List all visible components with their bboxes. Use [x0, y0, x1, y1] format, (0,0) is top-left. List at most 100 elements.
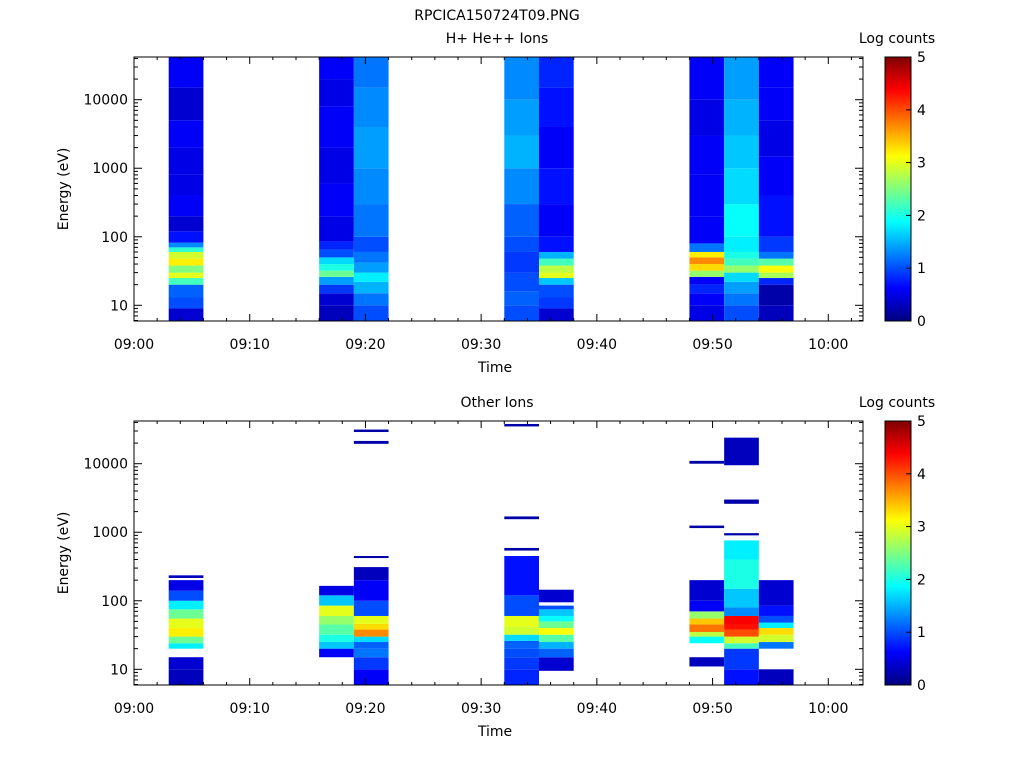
spectrogram-cell [539, 615, 574, 622]
spectrogram-cell [758, 634, 794, 643]
spectrogram-cell [319, 241, 354, 250]
spectrogram-cell [504, 168, 539, 205]
spectrogram-cell [504, 251, 539, 273]
spectrogram-cell [168, 669, 204, 685]
spectrogram-cell [724, 540, 759, 560]
spectrogram-cell [539, 272, 574, 279]
colorbar-tick-label: 2 [917, 208, 926, 224]
y-tick-label: 10 [110, 662, 128, 678]
spectrogram-cell [539, 265, 574, 273]
y-tick-label: 100 [101, 594, 128, 610]
spectrogram-cell [168, 272, 204, 279]
spectrogram-cell [724, 643, 759, 649]
spectrogram-cell [689, 57, 725, 100]
spectrogram-cell [724, 305, 759, 321]
spectrogram-cell [353, 293, 389, 306]
x-tick-label: 09:20 [345, 701, 385, 717]
spectrogram-cell [353, 440, 389, 444]
spectrogram-cell [353, 623, 389, 630]
spectrogram-cell [539, 57, 574, 88]
figure-title: RPCICA150724T09.PNG [414, 8, 579, 24]
spectrogram-cell [168, 147, 204, 175]
spectrogram-cell [758, 622, 794, 629]
spectrogram-cell [724, 669, 759, 685]
spectrogram-cell [168, 216, 204, 232]
spectrogram-cell [758, 605, 794, 616]
colorbar-tick-label: 4 [917, 103, 926, 119]
spectrogram-cell [168, 643, 204, 649]
spectrogram-cell [319, 106, 354, 148]
spectrogram-cell [758, 580, 794, 606]
spectrogram-cell [689, 611, 725, 619]
spectrogram-cell [319, 648, 354, 658]
spectrogram-cell [724, 281, 759, 294]
colorbar: 0 1 2 3 4 5 [884, 414, 926, 694]
spectrogram-cell [504, 626, 539, 635]
spectrogram-cell [319, 293, 354, 306]
x-tick-label: 09:00 [114, 337, 154, 353]
spectrogram-cell [724, 99, 759, 136]
spectrogram-cell [353, 429, 389, 433]
spectrogram-cell [319, 284, 354, 294]
spectrogram-cell [504, 291, 539, 306]
spectrogram-cell [353, 272, 389, 282]
spectrogram-cell [504, 556, 539, 596]
spectrogram-cell [504, 648, 539, 658]
spectrogram-cell [689, 600, 725, 612]
x-tick-label: 09:50 [692, 701, 732, 717]
x-tick-label: 09:10 [230, 337, 270, 353]
spectrogram-cell [724, 168, 759, 205]
spectrogram-cell [689, 618, 725, 625]
colorbar-title: Log counts [859, 395, 935, 411]
spectrogram-cell [319, 624, 354, 635]
spectrogram-cell [353, 281, 389, 294]
x-tick-label: 09:30 [461, 337, 501, 353]
spectrogram-cell [168, 308, 204, 321]
y-tick-label: 10000 [83, 93, 128, 109]
spectrogram-cell [689, 636, 725, 644]
spectrogram-cell [689, 276, 725, 285]
spectrogram-cell [539, 642, 574, 649]
spectrogram-cell [724, 624, 759, 630]
spectrogram-cell [689, 174, 725, 217]
spectrogram-cell [539, 278, 574, 285]
spectrogram-cell [724, 533, 759, 536]
spectrogram-cell [319, 264, 354, 271]
spectrogram-cell [168, 251, 204, 259]
spectrogram-cell [724, 615, 759, 625]
spectrogram-cell [353, 580, 389, 601]
spectrogram-cell [319, 57, 354, 80]
spectrogram-cell [168, 87, 204, 121]
spectrogram-cell [168, 265, 204, 273]
panel-title: H+ He++ Ions [446, 31, 549, 47]
spectrogram-cell [319, 249, 354, 258]
x-tick-label: 09:20 [345, 337, 385, 353]
spectrogram-cell [724, 588, 759, 608]
spectrogram-cell [504, 516, 539, 520]
spectrogram-cell [724, 204, 759, 237]
spectrogram-cell [353, 636, 389, 643]
spectrogram-cell [504, 657, 539, 670]
spectrogram-cell [504, 135, 539, 169]
spectrogram-cell [539, 634, 574, 643]
spectrogram-cell [504, 423, 539, 427]
spectrogram-cell [689, 99, 725, 136]
colorbar-gradient [884, 56, 912, 322]
colorbar-tick-label: 0 [917, 678, 926, 694]
spectrogram-cells [168, 423, 794, 685]
spectrogram-cell [689, 525, 725, 529]
spectrogram-cell [689, 135, 725, 175]
spectrogram-cell [319, 270, 354, 277]
x-tick-label: 09:00 [114, 701, 154, 717]
colorbar-tick-label: 1 [917, 261, 926, 277]
spectrogram-cell [168, 609, 204, 619]
spectrogram-cell [353, 204, 389, 237]
spectrogram-cell [689, 305, 725, 321]
spectrogram-cell [168, 636, 204, 644]
spectrogram-cell [168, 580, 204, 591]
spectrogram-cell [689, 460, 725, 464]
spectrogram-cell [724, 629, 759, 637]
spectrogram-cell [353, 57, 389, 88]
spectrogram-cell [758, 195, 794, 237]
y-axis-label: Energy (eV) [56, 512, 72, 595]
